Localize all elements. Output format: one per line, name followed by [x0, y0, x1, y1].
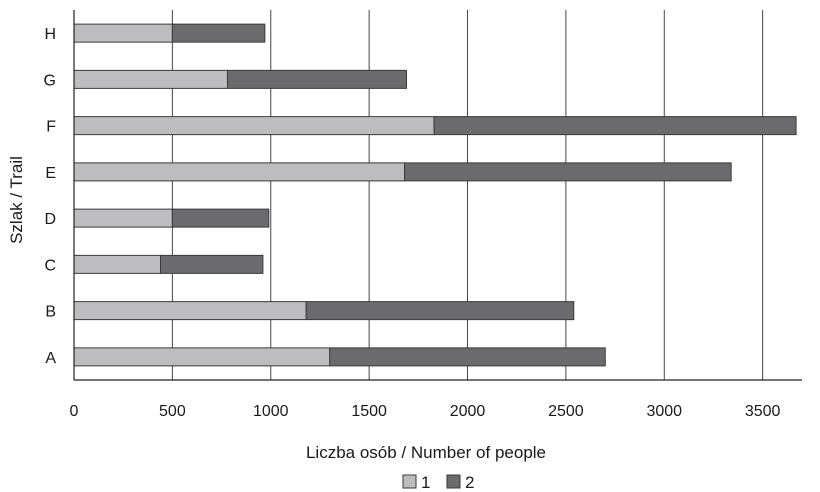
bar-H-series-2: [171, 23, 266, 43]
axes: [73, 10, 802, 381]
x-tick-label-2500: 2500: [548, 403, 584, 420]
x-tick-labels: 0 500 1000 1500 2000 2500 3000 3500: [70, 403, 781, 420]
y-tick-label-C: C: [44, 257, 56, 274]
bar-H-series-1: [73, 23, 173, 43]
y-tick-label-D: D: [44, 211, 56, 228]
bar-D-series-1: [73, 208, 173, 228]
y-tick-label-E: E: [45, 165, 56, 182]
bar-E-series-2: [404, 162, 732, 182]
legend-label-2: 2: [465, 473, 474, 492]
bar-E-series-1: [73, 162, 406, 182]
bar-F-series-1: [73, 116, 435, 136]
y-tick-label-H: H: [44, 26, 56, 43]
x-tick-label-1000: 1000: [253, 403, 289, 420]
x-tick-label-2000: 2000: [450, 403, 486, 420]
x-tick-label-0: 0: [70, 403, 79, 420]
y-tick-label-B: B: [45, 304, 56, 321]
bar-B-series-2: [305, 301, 575, 321]
y-axis-title: Szlak / Trail: [7, 156, 26, 244]
y-tick-label-A: A: [45, 350, 56, 367]
x-tick-label-1500: 1500: [351, 403, 387, 420]
bar-C-series-1: [73, 254, 162, 274]
legend-swatch-1: [402, 474, 417, 489]
bar-A-series-1: [73, 347, 331, 367]
bar-F-series-2: [433, 116, 797, 136]
legend-label-1: 1: [421, 473, 430, 492]
bar-G-series-1: [73, 69, 228, 89]
x-tick-label-3500: 3500: [745, 403, 781, 420]
y-tick-label-F: F: [46, 119, 56, 136]
legend-swatch-2: [446, 474, 461, 489]
bar-C-series-2: [160, 254, 264, 274]
gridlines: [171, 10, 764, 380]
x-axis-title: Liczba osób / Number of people: [306, 443, 546, 462]
bars: [73, 23, 797, 367]
bar-G-series-2: [226, 69, 408, 89]
x-tick-label-3000: 3000: [646, 403, 682, 420]
bar-D-series-2: [171, 208, 270, 228]
y-tick-label-G: G: [44, 72, 56, 89]
bar-B-series-1: [73, 301, 307, 321]
y-tick-labels: A B C D E F G H: [44, 26, 57, 367]
bar-A-series-2: [329, 347, 606, 367]
x-tick-label-500: 500: [159, 403, 186, 420]
